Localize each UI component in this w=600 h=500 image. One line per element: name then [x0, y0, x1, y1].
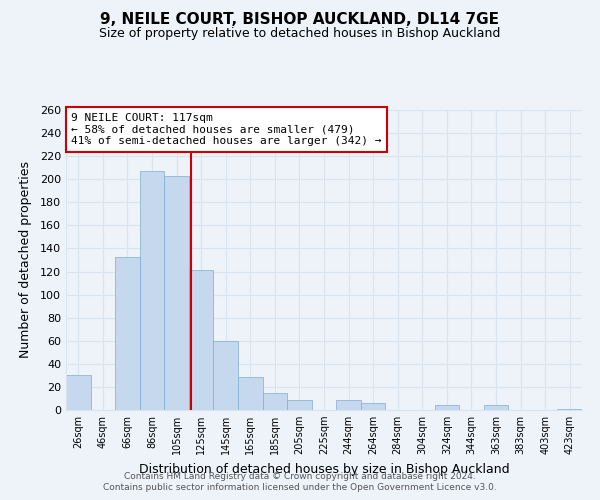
- Bar: [115, 256, 140, 410]
- Bar: [484, 406, 508, 410]
- Bar: [287, 400, 312, 410]
- Bar: [214, 341, 238, 410]
- Text: Contains HM Land Registry data © Crown copyright and database right 2024.: Contains HM Land Registry data © Crown c…: [124, 472, 476, 481]
- Y-axis label: Number of detached properties: Number of detached properties: [19, 162, 32, 358]
- X-axis label: Distribution of detached houses by size in Bishop Auckland: Distribution of detached houses by size …: [139, 462, 509, 475]
- Bar: [434, 406, 459, 410]
- Bar: [263, 392, 287, 410]
- Bar: [164, 176, 189, 410]
- Text: 9 NEILE COURT: 117sqm
← 58% of detached houses are smaller (479)
41% of semi-det: 9 NEILE COURT: 117sqm ← 58% of detached …: [71, 113, 382, 146]
- Bar: [238, 376, 263, 410]
- Bar: [140, 171, 164, 410]
- Bar: [66, 376, 91, 410]
- Bar: [336, 400, 361, 410]
- Text: Contains public sector information licensed under the Open Government Licence v3: Contains public sector information licen…: [103, 484, 497, 492]
- Bar: [557, 409, 582, 410]
- Bar: [361, 403, 385, 410]
- Bar: [189, 270, 214, 410]
- Text: 9, NEILE COURT, BISHOP AUCKLAND, DL14 7GE: 9, NEILE COURT, BISHOP AUCKLAND, DL14 7G…: [101, 12, 499, 28]
- Text: Size of property relative to detached houses in Bishop Auckland: Size of property relative to detached ho…: [100, 28, 500, 40]
